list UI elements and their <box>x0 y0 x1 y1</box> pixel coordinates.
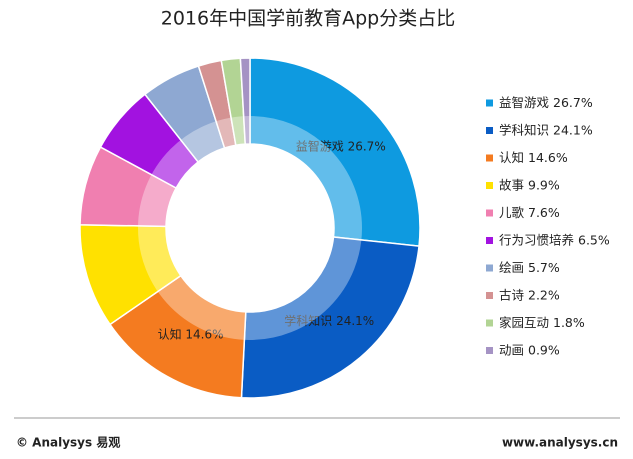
legend-swatch <box>486 99 493 107</box>
legend-label: 古诗 2.2% <box>499 287 560 302</box>
legend-name: 益智游戏 <box>499 95 549 110</box>
legend-label: 动画 0.9% <box>499 342 560 357</box>
slice <box>240 236 420 399</box>
legend-swatch <box>486 319 493 327</box>
slice <box>239 57 251 145</box>
legend-value: 14.6% <box>528 150 568 165</box>
legend-name: 动画 <box>499 342 524 357</box>
slice-label: 益智游戏 26.7% <box>296 138 386 153</box>
slice-label-value: 24.1% <box>336 313 374 327</box>
legend-value: 5.7% <box>528 260 560 275</box>
legend-label: 学科知识 24.1% <box>499 122 593 137</box>
legend-value: 1.8% <box>553 315 585 330</box>
legend-swatch <box>486 347 493 354</box>
legend-label: 故事 9.9% <box>499 177 560 192</box>
legend-value: 9.9% <box>528 177 560 192</box>
legend-label: 认知 14.6% <box>499 150 568 165</box>
legend-swatch <box>486 182 493 189</box>
legend-label: 绘画 5.7% <box>499 260 560 275</box>
legend-label: 儿歌 7.6% <box>499 205 560 220</box>
legend-value: 6.5% <box>578 232 610 247</box>
legend-label: 家园互动 1.8% <box>499 315 585 330</box>
legend-value: 24.1% <box>553 122 593 137</box>
footer-right: www.analysys.cn <box>502 436 618 450</box>
legend-swatch <box>486 154 493 162</box>
slice-label: 学科知识 24.1% <box>284 312 374 327</box>
legend-swatch <box>486 292 493 299</box>
legend-label: 行为习惯培养 6.5% <box>499 232 610 247</box>
legend-swatch <box>486 237 493 244</box>
legend-name: 行为习惯培养 <box>499 232 574 247</box>
slice <box>249 57 421 247</box>
legend-swatch <box>486 264 493 272</box>
legend-value: 2.2% <box>528 287 560 302</box>
legend-name: 古诗 <box>499 287 524 302</box>
legend-label: 益智游戏 26.7% <box>499 95 593 110</box>
legend-name: 认知 <box>499 150 524 165</box>
legend-name: 绘画 <box>499 260 524 275</box>
slice-label-value: 14.6% <box>185 327 223 341</box>
legend-value: 0.9% <box>528 342 560 357</box>
legend-value: 7.6% <box>528 205 560 220</box>
legend-value: 26.7% <box>553 95 593 110</box>
footer-left: © Analysys 易观 <box>16 436 120 450</box>
legend-swatch <box>486 127 493 134</box>
chart-title: 2016年中国学前教育App分类占比 <box>161 8 455 30</box>
legend-name: 学科知识 <box>499 122 549 137</box>
slice-label-name: 学科知识 <box>284 312 332 327</box>
legend-name: 故事 <box>499 177 524 192</box>
slice-label-name: 认知 <box>158 327 182 341</box>
legend-name: 儿歌 <box>499 205 525 220</box>
legend-name: 家园互动 <box>499 315 549 330</box>
slice-label-value: 26.7% <box>348 139 386 153</box>
slice-label: 认知 14.6% <box>158 327 224 341</box>
slice-label-name: 益智游戏 <box>296 138 344 153</box>
legend-swatch <box>486 209 493 217</box>
inner-ring <box>138 116 362 340</box>
